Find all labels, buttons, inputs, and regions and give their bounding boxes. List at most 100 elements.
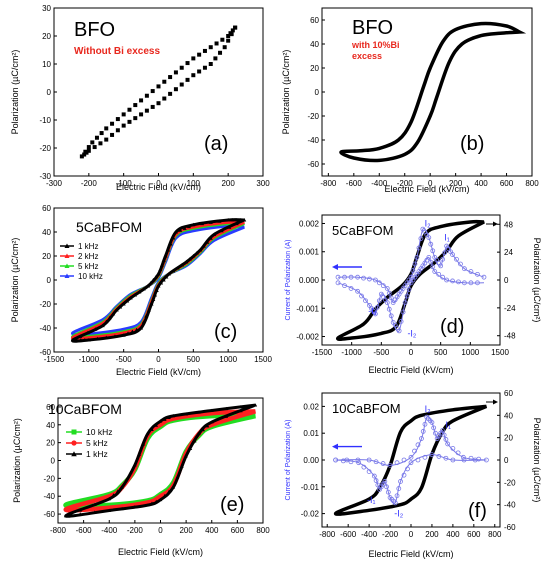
y-tick-label: -10: [39, 116, 51, 125]
current-point: [367, 276, 372, 282]
y-tick-label: 0: [47, 88, 52, 97]
series-marker: [93, 327, 98, 331]
panel-label: (a): [204, 133, 228, 155]
series-marker: [187, 257, 192, 261]
y-axis-label: Current of Polarization (A): [285, 240, 292, 321]
x-tick-label: 200: [221, 179, 235, 188]
data-point: [226, 38, 231, 43]
x-tick-label: 1500: [254, 355, 272, 364]
series-marker: [253, 403, 258, 407]
current-point: [384, 286, 390, 291]
series-marker: [107, 508, 112, 512]
series-marker: [186, 224, 191, 229]
series-marker: [112, 334, 117, 338]
annotation-I1: I₁: [446, 420, 452, 430]
current-point: [408, 280, 414, 286]
series-marker: [78, 512, 83, 516]
current-point: [461, 280, 467, 286]
series-marker: [146, 308, 151, 312]
y-right-tick-label: 60: [504, 389, 513, 398]
x-tick-label: 300: [256, 179, 270, 188]
series-marker: [150, 427, 154, 431]
data-point: [86, 145, 91, 150]
y-tick-label: 60: [310, 16, 319, 25]
y-tick-label: -60: [39, 348, 51, 357]
y-tick-label: 0.02: [303, 402, 319, 411]
data-point: [220, 37, 225, 42]
y-right-axis-label: Polarization (µC/cm²): [532, 418, 542, 503]
current-point: [398, 479, 403, 484]
x-tick-label: -1000: [79, 355, 100, 364]
y-tick-label: -40: [39, 324, 51, 333]
y-axis-label: Polarization (µC/cm²): [10, 50, 20, 135]
data-point: [92, 145, 97, 150]
series-marker: [238, 405, 243, 409]
current-point: [441, 432, 447, 438]
x-tick-label: -600: [340, 530, 357, 539]
data-point: [110, 121, 115, 126]
series-marker: [121, 302, 126, 306]
x-tick-label: -600: [346, 179, 363, 188]
current-point: [429, 452, 435, 458]
current-point: [394, 493, 400, 499]
legend-marker: [71, 440, 77, 446]
current-point: [335, 280, 341, 286]
series-marker: [151, 297, 156, 301]
data-point: [208, 45, 213, 50]
current-point: [402, 300, 408, 306]
current-point: [387, 495, 393, 500]
y-tick-label: -40: [43, 492, 55, 501]
data-point: [150, 104, 155, 109]
series-marker: [191, 222, 196, 227]
y-tick-label: -0.02: [301, 510, 320, 519]
y-tick-label: 0.001: [299, 248, 320, 257]
current-point: [460, 454, 466, 460]
series-marker: [100, 323, 105, 328]
current-point: [394, 460, 400, 466]
current-point: [367, 303, 372, 308]
y-tick-label: -60: [307, 160, 319, 169]
current-point: [401, 472, 407, 478]
current-point: [355, 457, 361, 463]
series-marker: [153, 293, 158, 297]
series-marker: [192, 439, 197, 443]
series-marker: [234, 218, 239, 222]
x-tick-label: 1000: [219, 355, 237, 364]
y-tick-label: -20: [43, 474, 55, 483]
series-marker: [208, 236, 213, 240]
y-tick-label: -60: [43, 510, 55, 519]
current-point: [430, 248, 436, 254]
x-tick-label: 800: [525, 179, 539, 188]
series-marker: [230, 218, 235, 222]
series-marker: [201, 244, 206, 248]
x-tick-label: -300: [46, 179, 63, 188]
y-right-tick-label: 40: [504, 411, 513, 420]
series-marker: [180, 263, 185, 267]
series-marker: [242, 218, 247, 222]
data-point: [168, 91, 173, 96]
current-point: [426, 235, 432, 241]
current-point: [398, 319, 404, 324]
x-tick-label: 400: [205, 526, 219, 535]
polarization-loop: [339, 21, 527, 163]
data-point: [168, 75, 173, 80]
series-marker: [85, 330, 90, 335]
data-point: [173, 70, 178, 75]
series-marker: [63, 514, 68, 518]
current-point: [372, 277, 378, 283]
current-point: [378, 291, 384, 297]
data-point: [185, 61, 190, 66]
series-marker: [171, 269, 176, 273]
data-point: [104, 126, 109, 131]
series-marker: [159, 281, 164, 285]
series-marker: [166, 272, 171, 276]
series-marker: [224, 406, 229, 411]
x-tick-label: 400: [474, 179, 488, 188]
data-point: [202, 48, 207, 53]
panel-title: 5CaBFOM: [332, 223, 393, 238]
series-marker: [180, 464, 184, 468]
series-marker: [205, 424, 210, 428]
series-marker: [92, 510, 97, 514]
x-tick-label: 500: [187, 355, 201, 364]
current-point: [429, 420, 435, 425]
